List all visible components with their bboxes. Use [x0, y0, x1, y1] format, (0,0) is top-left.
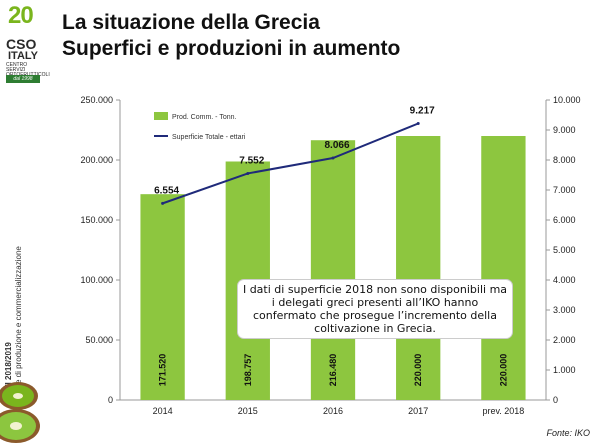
chart: 0 50.000 100.000 150.000 200.000 250.000 0 1.00…	[80, 95, 581, 416]
right-tick-label: 5.000	[553, 245, 576, 255]
logo-name: CSO	[6, 36, 37, 52]
right-tick-label: 4.000	[553, 275, 576, 285]
title-line2: Superfici e produzioni in aumento	[62, 37, 401, 60]
bar-value-label: 198.757	[243, 354, 253, 387]
source-note: Fonte: IKO	[546, 428, 590, 438]
cso-logo: 20 CSO ITALY CENTRO SERVIZI ORTOFRUTTICO…	[2, 2, 50, 84]
callout-note: I dati di superficie 2018 non sono dispo…	[238, 280, 512, 338]
logo-anniversary: 20	[8, 2, 34, 29]
bar-2017	[396, 136, 441, 400]
line-value-label: 8.066	[324, 140, 349, 151]
left-tick-label: 100.000	[80, 275, 113, 285]
sidebar-text: KIWI 2018/2019 Stime di produzione e com…	[4, 210, 40, 400]
legend-label-line: Superficie Totale - ettari	[172, 134, 246, 141]
x-tick-label: 2014	[153, 406, 173, 416]
x-tick-label: 2016	[323, 406, 343, 416]
left-tick-label: 250.000	[80, 95, 113, 105]
right-tick-label: 6.000	[553, 215, 576, 225]
left-tick-label: 50.000	[85, 335, 113, 345]
kiwi-image	[0, 382, 40, 443]
line-value-label: 9.217	[410, 105, 435, 116]
line-point	[331, 156, 335, 160]
right-tick-label: 8.000	[553, 155, 576, 165]
x-tick-label: 2017	[408, 406, 428, 416]
bar-value-label: 171.520	[158, 354, 168, 387]
line-superficie	[162, 122, 419, 205]
left-tick-label: 0	[108, 395, 113, 405]
title-line1: La situazione della Grecia	[62, 11, 320, 34]
line-value-label: 6.554	[154, 185, 179, 196]
left-band	[0, 0, 46, 444]
x-tick-label: prev. 2018	[482, 406, 524, 416]
bar-value-label: 220.000	[498, 354, 508, 387]
sidebar-line2: Stime di produzione e commercializzazion…	[14, 246, 23, 400]
right-tick-label: 7.000	[553, 185, 576, 195]
page-title: La situazione della Grecia Superfici e p…	[62, 10, 400, 62]
legend-swatch-bar	[154, 112, 168, 120]
line-point	[161, 201, 165, 205]
right-tick-label: 2.000	[553, 335, 576, 345]
left-tick-label: 200.000	[80, 155, 113, 165]
right-tick-label: 3.000	[553, 305, 576, 315]
bar-prev-2018	[481, 136, 526, 400]
bar-2014	[140, 194, 185, 400]
left-tick-label: 150.000	[80, 215, 113, 225]
line-point	[416, 121, 420, 125]
bar-value-label: 216.480	[328, 354, 338, 387]
right-tick-label: 1.000	[553, 365, 576, 375]
bar-2016	[310, 140, 356, 400]
logo-country: ITALY	[8, 50, 38, 62]
logo-since: dal 1998	[6, 75, 40, 83]
x-tick-label: 2015	[238, 406, 258, 416]
right-tick-label: 10.000	[553, 95, 581, 105]
line-value-label: 7.552	[239, 155, 264, 166]
line-point	[246, 171, 250, 175]
right-tick-label: 9.000	[553, 125, 576, 135]
right-tick-label: 0	[553, 395, 558, 405]
bar-value-label: 220.000	[413, 354, 423, 387]
legend-label-bar: Prod. Comm. - Tonn.	[172, 114, 237, 121]
